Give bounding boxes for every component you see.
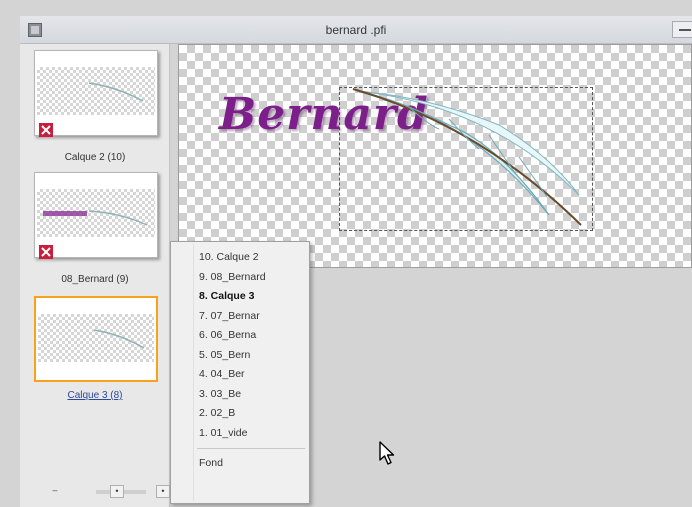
menu-item[interactable]: 7. 07_Bernar [199, 309, 260, 322]
window-title: bernard .pfi [325, 23, 387, 37]
menu-item-current[interactable]: 8. Calque 3 [199, 290, 255, 302]
menu-separator [197, 448, 305, 449]
feather-thumb-icon [93, 329, 145, 349]
minimize-button[interactable] [672, 21, 692, 38]
bernard-thumb-icon [43, 210, 148, 226]
menu-item[interactable]: 1. 01_vide [199, 426, 248, 439]
thumb-transparency [37, 67, 155, 115]
menu-item[interactable]: 3. 03_Be [199, 387, 242, 400]
canvas-art-text: Bernard [219, 89, 429, 140]
menu-item[interactable]: 5. 05_Bern [199, 348, 251, 361]
layer-label: 08_Bernard (9) [61, 274, 129, 285]
menu-item[interactable]: 6. 06_Berna [199, 329, 257, 341]
image-canvas[interactable]: Bernard [178, 44, 692, 268]
layer-visibility-icon[interactable] [39, 123, 53, 137]
menu-item[interactable]: 9. 08_Bernard [199, 270, 266, 283]
mouse-cursor-icon [379, 441, 395, 465]
scroll-right-button[interactable]: • [156, 485, 170, 498]
layer-label-selected[interactable]: Calque 3 (8) [67, 390, 123, 401]
menu-item[interactable]: 10. Calque 2 [199, 251, 259, 263]
layer-navigation: – • • [40, 485, 170, 499]
feather-thumb-icon [88, 82, 144, 102]
thumb-transparency [37, 189, 155, 237]
menu-item[interactable]: 4. 04_Ber [199, 368, 245, 380]
menu-item[interactable]: 2. 02_B [199, 407, 236, 419]
window-titlebar: bernard .pfi [20, 16, 692, 44]
layer-context-menu: 10. Calque 2 9. 08_Bernard 8. Calque 3 7… [170, 241, 310, 504]
app-icon[interactable] [28, 23, 42, 37]
selection-marquee[interactable] [339, 87, 593, 231]
scroll-left-button[interactable]: – [52, 485, 58, 495]
layer-thumb-calque-3[interactable] [34, 296, 158, 382]
feather-artwork [352, 88, 582, 226]
layer-thumb-calque-2[interactable] [34, 50, 158, 137]
menu-gutter [193, 244, 194, 501]
thumb-transparency [38, 314, 154, 362]
scroll-thumb[interactable]: • [110, 485, 124, 498]
menu-item-fond[interactable]: Fond [199, 457, 223, 469]
layer-visibility-icon[interactable] [39, 245, 53, 259]
layer-label: Calque 2 (10) [64, 152, 126, 163]
layers-panel: Calque 2 (10) 08_Bernard (9) Calque 3 (8… [20, 44, 170, 507]
layer-thumb-08-bernard[interactable] [34, 172, 158, 259]
